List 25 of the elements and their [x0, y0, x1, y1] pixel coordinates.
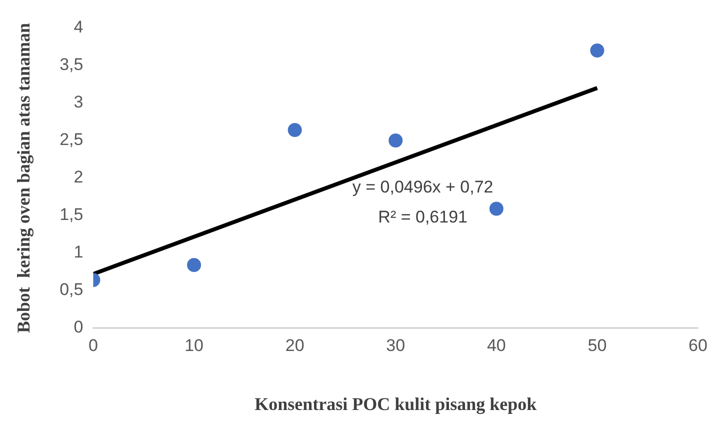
point	[489, 202, 504, 216]
x-tick-label: 10	[184, 336, 204, 355]
x-tick-label: 60	[688, 336, 708, 355]
y-tick-label: 2	[74, 168, 84, 187]
point	[187, 258, 202, 272]
x-axis-title: Konsentrasi POC kulit pisang kepok	[254, 394, 537, 414]
x-tick-label: 30	[386, 336, 406, 355]
y-tick-label: 3,5	[60, 55, 84, 74]
y-tick-label: 1	[74, 242, 84, 262]
annotation: R² = 0,6191	[378, 208, 468, 227]
y-tick-label: 3	[74, 92, 84, 112]
y-tick-label: 1,5	[60, 205, 84, 224]
point	[388, 134, 403, 148]
point	[590, 44, 604, 58]
y-tick-label: 2,5	[60, 130, 84, 150]
point	[288, 123, 302, 137]
x-tick-label: 40	[486, 336, 506, 355]
x-tick-label: 50	[588, 336, 607, 355]
y-axis-title: Bobot kering oven bagian atas tanaman	[13, 22, 34, 334]
x-tick-label: 0	[88, 336, 98, 355]
y-tick-label: 0	[74, 318, 84, 337]
x-tick-label: 20	[285, 336, 304, 355]
y-tick-label: 4	[74, 18, 84, 37]
annotation: y = 0,0496x + 0,72	[352, 178, 494, 197]
y-tick-label: 0,5	[60, 280, 84, 300]
